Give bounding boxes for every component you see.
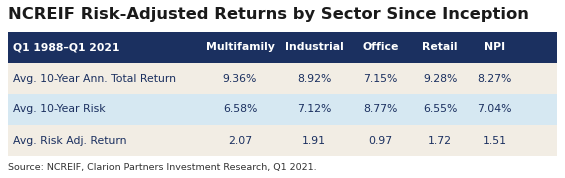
Text: NCREIF Risk-Adjusted Returns by Sector Since Inception: NCREIF Risk-Adjusted Returns by Sector S… <box>8 7 529 22</box>
Text: 2.07: 2.07 <box>228 135 252 145</box>
Text: Q1 1988–Q1 2021: Q1 1988–Q1 2021 <box>13 43 120 53</box>
Text: 0.97: 0.97 <box>369 135 393 145</box>
Text: Avg. 10-Year Risk: Avg. 10-Year Risk <box>13 104 106 114</box>
Text: 9.36%: 9.36% <box>223 74 257 83</box>
Text: Source: NCREIF, Clarion Partners Investment Research, Q1 2021.: Source: NCREIF, Clarion Partners Investm… <box>8 163 316 172</box>
Text: 1.91: 1.91 <box>302 135 326 145</box>
Text: 7.12%: 7.12% <box>297 104 331 114</box>
Text: Industrial: Industrial <box>285 43 344 53</box>
Bar <box>8 63 557 94</box>
Text: 7.04%: 7.04% <box>477 104 512 114</box>
Text: Avg. 10-Year Ann. Total Return: Avg. 10-Year Ann. Total Return <box>13 74 176 83</box>
Text: 8.92%: 8.92% <box>297 74 331 83</box>
Text: 1.72: 1.72 <box>428 135 452 145</box>
Text: Office: Office <box>363 43 399 53</box>
Text: 6.58%: 6.58% <box>223 104 257 114</box>
Text: 8.77%: 8.77% <box>364 104 398 114</box>
Text: Retail: Retail <box>422 43 458 53</box>
Text: Avg. Risk Adj. Return: Avg. Risk Adj. Return <box>13 135 127 145</box>
Text: 7.15%: 7.15% <box>364 74 398 83</box>
Text: 6.55%: 6.55% <box>423 104 457 114</box>
Text: Multifamily: Multifamily <box>206 43 275 53</box>
Bar <box>8 94 557 125</box>
Bar <box>8 125 557 156</box>
Bar <box>8 32 557 63</box>
Text: NPI: NPI <box>484 43 505 53</box>
Text: 1.51: 1.51 <box>483 135 506 145</box>
Text: 9.28%: 9.28% <box>423 74 457 83</box>
Text: 8.27%: 8.27% <box>477 74 511 83</box>
